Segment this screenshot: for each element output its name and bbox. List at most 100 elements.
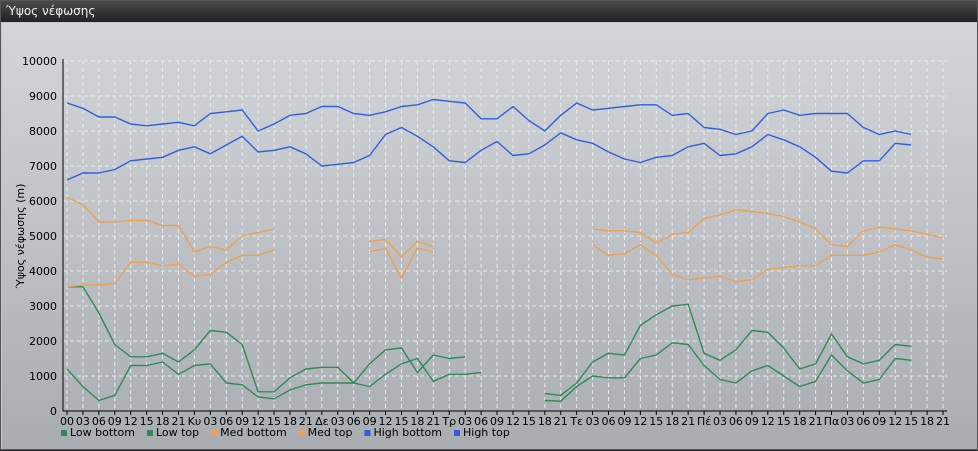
legend-swatch [146,430,153,436]
x-tick-label: 03 [713,415,727,428]
x-tick-label: 09 [745,415,759,428]
axes: 0 1000 2000 3000 4000 5000 6000 7000 8000 9000 100… [22,55,950,428]
x-tick-label: 18 [920,415,934,428]
series-line-med-top [66,196,275,253]
legend-swatch [298,430,305,436]
x-tick-label: 12 [124,415,138,428]
series-line-low-top [544,303,912,396]
x-tick-label: 03 [586,415,600,428]
x-tick-label: 21 [936,415,950,428]
x-tick-label: 09 [363,415,377,428]
x-tick-label: 06 [856,415,870,428]
series-line-med-bottom [592,244,944,283]
x-tick-label: Τρ [441,415,456,428]
series-line-low-top [67,286,466,393]
x-tick-label: 21 [171,415,185,428]
x-tick-label: 12 [633,415,647,428]
x-tick-label: 06 [219,415,233,428]
x-tick-label: 21 [426,415,440,428]
y-tick-label: 6000 [29,195,57,208]
x-tick-label: 18 [793,415,807,428]
x-tick-label: 15 [904,415,918,428]
x-tick-label: 06 [474,415,488,428]
x-tick-label: 06 [602,415,616,428]
x-tick-label: 09 [617,415,631,428]
legend-label: Low bottom [70,426,135,439]
legend-label: High bottom [373,426,442,439]
y-tick-label: 2000 [29,335,57,348]
x-tick-label: 15 [649,415,663,428]
x-tick-label: 03 [458,415,472,428]
y-tick-label: 10000 [22,55,57,68]
legend: Low bottom Low top Med bottom Med top High b… [61,426,510,439]
x-tick-label: 09 [108,415,122,428]
y-tick-label: 0 [50,405,57,418]
y-tick-label: 8000 [29,125,57,138]
x-tick-label: 18 [156,415,170,428]
legend-label: Med top [308,426,353,439]
x-tick-label: 03 [203,415,217,428]
series-line-low-bottom [544,342,912,402]
x-tick-label: 15 [777,415,791,428]
y-tick-label: 3000 [29,300,57,313]
x-tick-label: 00 [60,415,74,428]
x-tick-label: Πα [824,415,840,428]
x-tick-label: Πέ [697,415,711,428]
legend-swatch [211,430,218,436]
x-tick-label: 21 [681,415,695,428]
x-tick-label: Δε [315,415,329,428]
x-tick-label: 03 [840,415,854,428]
y-tick-label: 7000 [29,160,57,173]
y-tick-label: 1000 [29,370,57,383]
legend-label: High top [463,426,510,439]
series-line-med-bottom [66,249,275,288]
x-tick-label: 06 [729,415,743,428]
series-line-high-top [66,98,912,136]
x-tick-label: 09 [872,415,886,428]
x-tick-label: 12 [761,415,775,428]
x-tick-label: 12 [251,415,265,428]
series-line-high-bottom [66,126,912,181]
series-line-med-bottom [369,247,434,279]
x-tick-label: 18 [665,415,679,428]
y-tick-label: 9000 [29,90,57,103]
x-tick-label: 09 [235,415,249,428]
series-line-med-top [369,238,434,258]
x-tick-label: 03 [331,415,345,428]
x-tick-label: Κυ [188,415,202,428]
title-bar: Ύψος νέφωσης [1,1,977,22]
x-tick-label: 18 [283,415,297,428]
series-line-med-top [592,209,944,248]
legend-swatch [61,430,67,436]
x-tick-label: 18 [410,415,424,428]
series-line-low-bottom [66,357,482,402]
legend-label: Med bottom [220,426,287,439]
x-tick-label: 12 [888,415,902,428]
x-tick-label: 09 [490,415,504,428]
x-tick-label: Τε [569,415,583,428]
x-tick-label: 12 [506,415,520,428]
x-tick-label: 15 [522,415,536,428]
x-tick-label: 21 [554,415,568,428]
x-tick-label: 06 [92,415,106,428]
x-tick-label: 21 [299,415,313,428]
x-tick-label: 15 [267,415,281,428]
series-lines [66,98,944,402]
legend-label: Low top [156,426,199,439]
grid [63,60,947,412]
x-tick-label: 15 [140,415,154,428]
x-tick-label: 03 [76,415,90,428]
x-tick-label: 21 [809,415,823,428]
chart-title: Ύψος νέφωσης [6,4,96,18]
legend-swatch [454,430,460,436]
y-tick-label: 5000 [29,230,57,243]
x-tick-label: 15 [394,415,408,428]
x-tick-label: 18 [538,415,552,428]
x-tick-label: 06 [347,415,361,428]
x-tick-label: 12 [379,415,393,428]
legend-swatch [364,430,371,436]
y-tick-label: 4000 [29,265,57,278]
y-axis-label: Ύψος νέφωσης (m) [14,184,27,290]
